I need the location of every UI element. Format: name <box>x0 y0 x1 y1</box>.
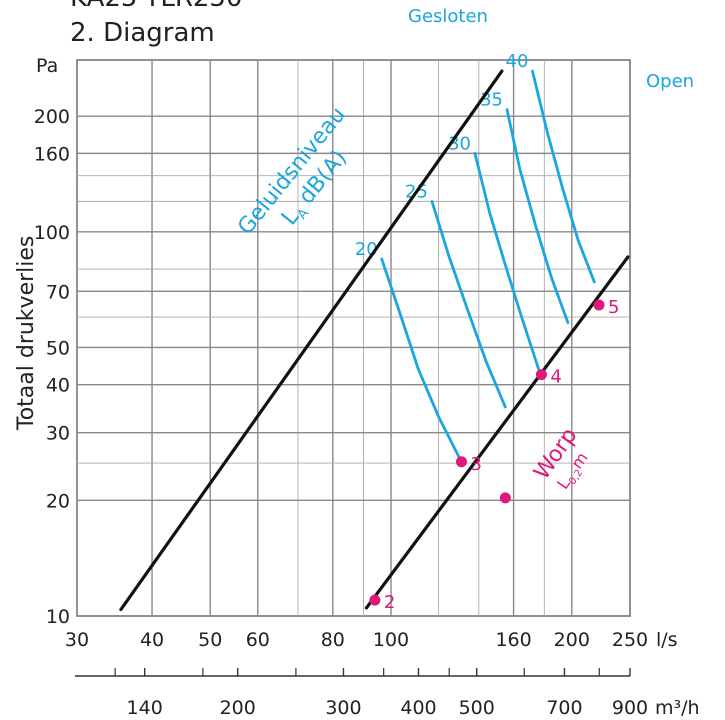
y-tick-50: 50 <box>46 337 70 359</box>
y-tick-20: 20 <box>46 490 70 512</box>
throw-point-label-2: 2 <box>384 592 395 613</box>
x-tick-60: 60 <box>246 629 270 651</box>
model-name: KA25-TLR250 <box>70 0 243 13</box>
sound-curve-label-35: 35 <box>480 90 503 111</box>
x2-tick-900: 900 <box>612 697 648 719</box>
x-tick-160: 160 <box>495 629 531 651</box>
sound-curve-30 <box>473 151 540 371</box>
x2-unit-text: m³/h <box>655 697 700 719</box>
y-tick-160: 160 <box>34 143 70 165</box>
grid-lines <box>77 60 630 616</box>
y-tick-40: 40 <box>46 375 70 397</box>
throw-point-3 <box>455 456 467 468</box>
y-tick-200: 200 <box>34 106 70 128</box>
throw-annotation: Worp L0,2m <box>529 423 591 492</box>
sound-curve-label-40: 40 <box>506 51 529 72</box>
pressure-line-open <box>364 255 630 610</box>
x2-tick-400: 400 <box>400 697 436 719</box>
y-tick-100: 100 <box>34 222 70 244</box>
pressure-lines <box>119 69 630 612</box>
throw-point-5 <box>593 299 605 311</box>
sound-curve-40 <box>531 69 596 284</box>
x2-tick-500: 500 <box>459 697 495 719</box>
y-tick-70: 70 <box>46 281 70 303</box>
x2-tick-140: 140 <box>127 697 163 719</box>
throw-point-2 <box>369 594 381 606</box>
sound-curve-25 <box>430 199 507 409</box>
sound-level-annotation: Geluidsniveau LAdB(A) <box>233 103 352 240</box>
x2-tick-700: 700 <box>546 697 582 719</box>
x-tick-250: 250 <box>612 629 648 651</box>
x2-unit-label: m³/h <box>655 697 700 719</box>
throw-legend-marker <box>499 492 511 504</box>
y-tick-labels: 10 20 30 40 50 70 100 160 200 <box>34 106 70 628</box>
throw-point-label-5: 5 <box>608 297 619 318</box>
x-tick-labels: 30 40 50 60 80 100 160 200 250 <box>65 629 648 651</box>
x-tick-50: 50 <box>198 629 222 651</box>
x2-tick-200: 200 <box>220 697 256 719</box>
throw-point-label-4: 4 <box>550 367 561 388</box>
plot-frame <box>76 59 631 617</box>
y-tick-30: 30 <box>46 423 70 445</box>
throw-point-4 <box>535 369 547 381</box>
throw-point-label-3: 3 <box>470 454 481 475</box>
x2-tick-300: 300 <box>325 697 361 719</box>
chart-title: 2. Diagram <box>70 18 215 48</box>
x-tick-30: 30 <box>65 629 89 651</box>
x-unit-label: l/s <box>656 629 678 651</box>
x-tick-200: 200 <box>554 629 590 651</box>
sound-curve-35 <box>505 108 570 325</box>
y-tick-10: 10 <box>46 606 70 628</box>
throw-points: 2 3 4 5 <box>369 297 619 613</box>
x-tick-80: 80 <box>321 629 345 651</box>
gesloten-label: Gesloten <box>408 6 488 27</box>
y-axis-label: Totaal drukverlies <box>14 236 39 431</box>
sound-curve-20 <box>380 257 461 460</box>
secondary-x-axis: 140 200 300 400 500 700 900 <box>75 668 648 719</box>
x-tick-100: 100 <box>373 629 409 651</box>
open-label: Open <box>646 71 694 92</box>
y-unit-label: Pa <box>36 55 58 77</box>
pressure-line-gesloten <box>119 69 504 612</box>
x-tick-40: 40 <box>140 629 164 651</box>
